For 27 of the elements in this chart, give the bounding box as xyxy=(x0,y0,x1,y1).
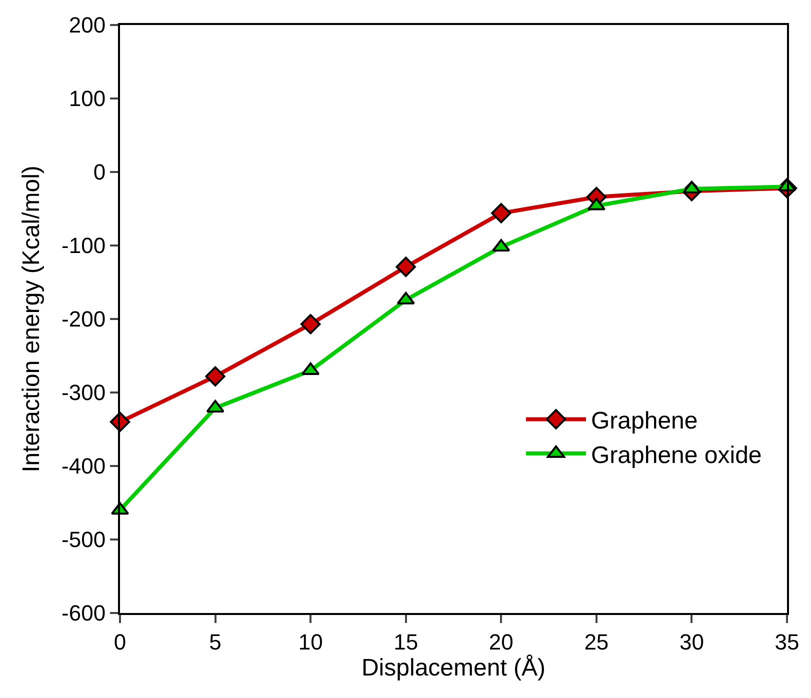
y-tick-label: -400 xyxy=(62,454,106,479)
x-tick-label: 10 xyxy=(298,629,323,654)
y-axis-title: Interaction energy (Kcal/mol) xyxy=(18,166,46,472)
y-tick-label: 100 xyxy=(68,86,106,112)
x-axis-title: Displacement (Å) xyxy=(361,654,546,682)
x-tick-label: 30 xyxy=(679,629,704,654)
legend-label: Graphene oxide xyxy=(590,442,762,469)
x-tick-label: 0 xyxy=(114,629,126,654)
legend-label: Graphene xyxy=(590,408,698,435)
y-tick-label: -600 xyxy=(62,600,106,626)
point xyxy=(205,366,226,386)
point xyxy=(396,292,415,304)
point xyxy=(491,203,512,224)
x-tick-label: 25 xyxy=(584,629,609,654)
x-tick-label: 35 xyxy=(774,629,800,654)
y-tick-label: -500 xyxy=(62,527,106,552)
x-tick-label: 5 xyxy=(209,629,222,654)
y-tick-label: 0 xyxy=(93,160,106,185)
point xyxy=(396,256,416,277)
y-tick-label: -100 xyxy=(62,233,106,258)
x-tick-label: 20 xyxy=(488,629,514,654)
point xyxy=(206,400,224,412)
y-tick-label: 200 xyxy=(68,12,106,38)
x-tick-label: 15 xyxy=(394,629,418,654)
y-tick-label: -300 xyxy=(62,380,106,406)
point xyxy=(300,314,321,334)
y-tick-label: -200 xyxy=(62,306,106,332)
